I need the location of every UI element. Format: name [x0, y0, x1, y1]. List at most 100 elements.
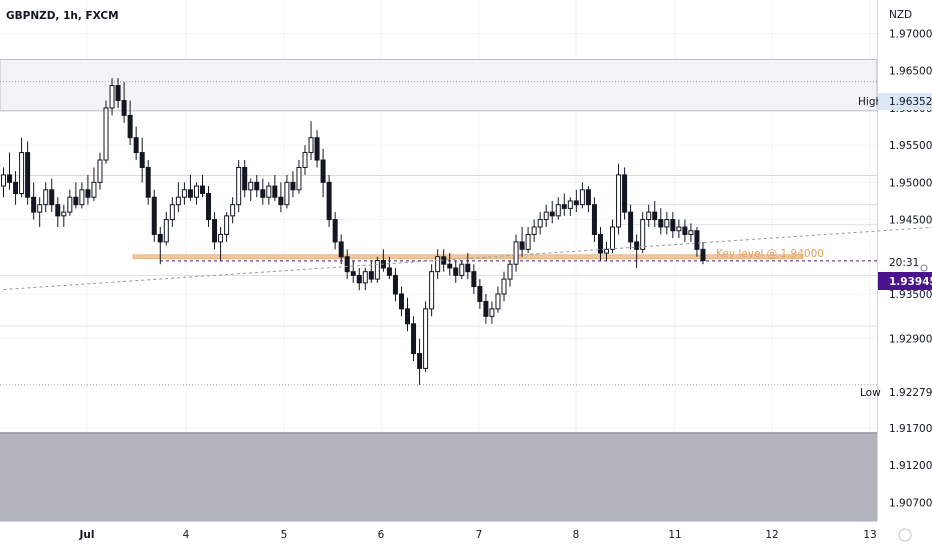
candle-body — [478, 287, 482, 302]
candle-body — [496, 294, 500, 309]
candle-body — [586, 190, 590, 205]
candle-body — [207, 194, 211, 220]
candle-body — [68, 197, 72, 212]
candle-body — [339, 242, 343, 257]
candle[interactable] — [327, 175, 331, 227]
candle-body — [267, 186, 271, 197]
candle-body — [92, 182, 96, 197]
low-zone[interactable] — [0, 432, 877, 521]
candle-body — [629, 212, 633, 242]
candle-body — [635, 242, 639, 249]
candle-body — [32, 197, 36, 212]
candle-body — [116, 86, 120, 101]
candle-body — [303, 153, 307, 168]
candle-body — [424, 309, 428, 369]
candle-body — [677, 227, 681, 231]
candle-body — [562, 205, 566, 209]
candle-body — [647, 212, 651, 219]
candle-body — [544, 212, 548, 219]
candle-body — [556, 205, 560, 216]
candle[interactable] — [152, 190, 156, 242]
candle[interactable] — [104, 100, 108, 163]
time-tick-label: 5 — [281, 529, 288, 541]
candle-body — [321, 160, 325, 182]
candle-body — [134, 138, 138, 153]
candle-body — [273, 186, 277, 197]
candle-body — [472, 272, 476, 287]
candle-body — [568, 201, 572, 208]
candle-body — [279, 197, 283, 204]
candle-body — [484, 301, 488, 316]
high-value: 1.96352 — [889, 96, 932, 108]
candle-body — [653, 212, 657, 219]
candle-body — [110, 86, 114, 108]
candle-body — [243, 167, 247, 189]
candle-body — [74, 197, 78, 204]
candle-body — [454, 268, 458, 275]
time-tick-label: 11 — [668, 529, 681, 541]
candle-body — [598, 234, 602, 253]
time-tick-label: 8 — [573, 529, 580, 541]
candle-body — [56, 205, 60, 216]
price-tick-label: 1.95000 — [889, 177, 932, 189]
currency-label: NZD — [889, 9, 912, 21]
candle-body — [412, 324, 416, 354]
candle-body — [580, 190, 584, 205]
candle-body — [104, 108, 108, 160]
candle-body — [406, 309, 410, 324]
candle-body — [490, 309, 494, 316]
candle-body — [309, 138, 313, 153]
high-zone[interactable] — [0, 60, 877, 111]
candle-body — [213, 220, 217, 242]
candle-body — [592, 205, 596, 235]
candle-body — [297, 167, 301, 189]
candle-body — [249, 182, 253, 189]
time-tick-label: 6 — [378, 529, 385, 541]
price-tick-label: 1.96500 — [889, 66, 932, 78]
candle[interactable] — [237, 160, 241, 212]
candle-body — [448, 264, 452, 268]
candle[interactable] — [375, 257, 379, 283]
price-tick-label: 1.91700 — [889, 423, 932, 435]
candle[interactable] — [424, 301, 428, 372]
candle-body — [14, 182, 18, 193]
candle-body — [80, 190, 84, 205]
candle-body — [231, 205, 235, 216]
key-level-annotation[interactable]: Key level @ 1.94000 — [716, 248, 824, 260]
symbol-label: GBPNZD, 1h, FXCM — [6, 10, 119, 22]
candle-body — [164, 220, 168, 242]
candle[interactable] — [430, 264, 434, 316]
time-tick-label: 7 — [476, 529, 483, 541]
candle-body — [526, 234, 530, 249]
candle-body — [86, 190, 90, 197]
candle-body — [194, 186, 198, 197]
candle-body — [26, 153, 30, 198]
candle-body — [200, 186, 204, 193]
candle-body — [689, 231, 693, 235]
candle-body — [98, 160, 102, 182]
candle-body — [327, 182, 331, 219]
candle-body — [430, 272, 434, 309]
candle-body — [605, 249, 609, 253]
candle-body — [617, 175, 621, 227]
candle-body — [122, 100, 126, 115]
settings-icon[interactable] — [899, 529, 911, 541]
price-tick-label: 1.93500 — [889, 289, 932, 301]
candle-body — [140, 153, 144, 168]
candle-body — [508, 264, 512, 279]
candle-body — [574, 201, 578, 205]
price-tick-label: 1.91200 — [889, 460, 932, 472]
price-tick-label: 1.97000 — [889, 28, 932, 40]
price-tick-label: 1.94500 — [889, 215, 932, 227]
candle-body — [50, 190, 54, 205]
candle-body — [460, 264, 464, 275]
candle-body — [2, 175, 6, 186]
candle-body — [623, 175, 627, 212]
candle-body — [8, 175, 12, 182]
candle-body — [146, 167, 150, 197]
low-label: Low — [860, 387, 881, 399]
candle[interactable] — [623, 167, 627, 219]
price-scale-icon[interactable] — [921, 265, 927, 271]
